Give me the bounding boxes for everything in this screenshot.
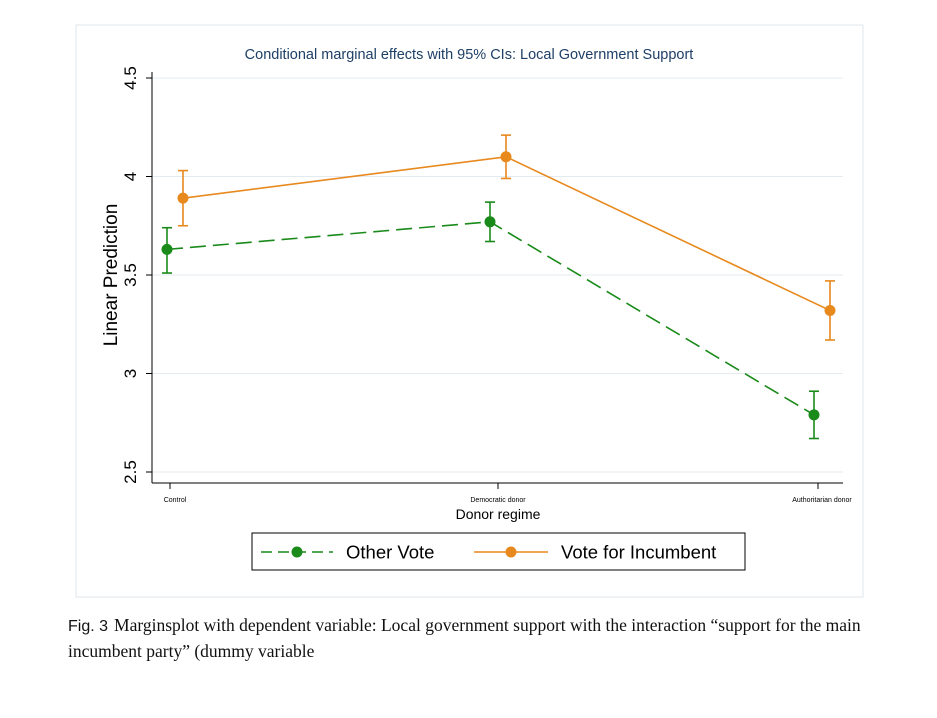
- data-point: [500, 151, 512, 163]
- caption-text: Marginsplot with dependent variable: Loc…: [68, 615, 861, 661]
- caption-label: Fig. 3: [68, 618, 109, 635]
- legend: Other Vote Vote for Incumbent: [251, 532, 746, 571]
- y-tick-label: 2.5: [121, 460, 140, 484]
- gridlines: [152, 77, 843, 473]
- y-ticks: 2.5 3 3.5 4 4.5: [121, 66, 152, 484]
- y-tick-label: 4: [121, 172, 140, 181]
- chart-title: Conditional marginal effects with 95% CI…: [245, 47, 694, 63]
- x-tick-label: Authoritarian donor: [792, 497, 852, 504]
- legend-marker: [291, 546, 303, 558]
- x-tick-label: Democratic donor: [470, 497, 526, 504]
- data-point: [161, 243, 173, 255]
- data-point: [808, 409, 820, 421]
- y-tick-label: 3: [121, 369, 140, 378]
- series-vote-for-incumbent: [177, 134, 836, 341]
- y-axis-label: Linear Prediction: [101, 204, 122, 347]
- data-point: [177, 192, 189, 204]
- y-tick-label: 3.5: [121, 263, 140, 287]
- y-tick-label: 4.5: [121, 66, 140, 90]
- data-point: [484, 216, 496, 228]
- legend-label: Vote for Incumbent: [561, 542, 716, 563]
- figure-caption: Fig. 3 Marginsplot with dependent variabl…: [68, 613, 878, 663]
- legend-marker: [505, 546, 517, 558]
- series-other-vote: [161, 201, 820, 440]
- series-layer: [161, 134, 836, 440]
- x-tick-label: Control: [164, 497, 187, 504]
- x-ticks: Control Democratic donor Authoritarian don…: [164, 483, 852, 504]
- legend-label: Other Vote: [346, 542, 434, 563]
- data-point: [824, 304, 836, 316]
- chart: Conditional marginal effects with 95% CI…: [75, 24, 864, 598]
- chart-frame: [75, 24, 864, 598]
- x-axis-label: Donor regime: [456, 506, 541, 522]
